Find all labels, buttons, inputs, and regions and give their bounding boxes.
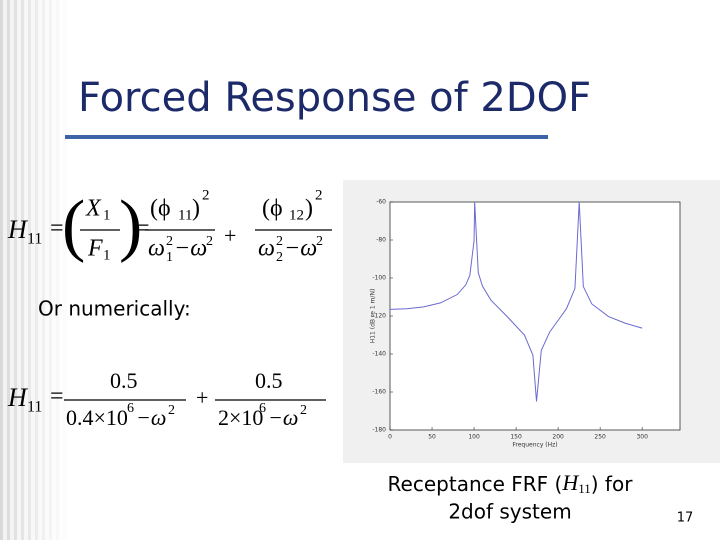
equation-term: 11 [27,231,42,248]
equation-term: H [7,383,28,412]
equation-term: −ω [284,236,317,262]
equation-term: 6 [259,401,266,416]
equation-term: ) [119,187,142,264]
equation-term: 6 [127,401,134,416]
equation-term: 1 [166,250,173,265]
equation-term: 1 [103,207,111,223]
equation-term: ) [192,196,200,222]
equation-term: = [50,216,64,242]
equation-term: = [50,384,64,410]
equation-term: 2 [316,234,323,249]
equation-term: −ω [136,405,166,430]
slide-title: Forced Response of 2DOF [78,75,591,121]
equation-term: 2 [202,187,210,203]
y-tick-label: -80 [376,237,386,244]
y-tick-label: -180 [372,427,386,434]
equation-term: 0.5 [110,368,138,393]
equation-term: 0.4×10 [66,405,128,430]
x-tick-label: 250 [594,434,606,441]
equation-term: 0.5 [255,368,283,393]
background-stripes [0,0,70,540]
equation-term: 2 [168,403,175,418]
equation-term: H [7,215,28,244]
equation-term: 2 [166,234,173,249]
x-tick-label: 200 [552,434,564,441]
caption: Receptance FRF (H11) for [388,470,634,496]
x-tick-label: 150 [510,434,522,441]
equation-term: (ϕ [150,196,171,222]
x-tick-label: 300 [636,434,648,441]
equation-term: (ϕ [262,196,283,222]
equation-term: + [224,223,236,248]
caption-text: ) for [591,472,633,496]
equation-term: 2 [315,187,323,203]
equation-term: + [196,385,208,410]
caption: 2dof system [448,500,571,524]
equation-term: −ω [174,236,207,262]
page-number: 17 [677,511,694,526]
caption-text: Receptance FRF ( [388,472,563,496]
equation-term: 12 [289,207,304,223]
subtitle-text: Or numerically: [38,297,191,321]
x-tick-label: 100 [468,434,480,441]
y-axis-label: H11 (dB re 1 m/N) [370,289,377,344]
equation-term: 2 [300,403,307,418]
y-tick-label: -120 [372,313,386,320]
equation-term: 11 [178,207,192,223]
caption-subscript: 11 [578,481,591,496]
equation-term: ω [148,236,165,262]
equation-term: ( [62,187,85,264]
equation-term: 2 [276,234,283,249]
y-tick-label: -60 [376,199,386,206]
equation-term: X [85,196,102,222]
equation-term: −ω [268,405,298,430]
equation-term: 2 [276,250,283,265]
x-tick-label: 0 [388,434,392,441]
equation-term: 1 [103,247,111,263]
frf-line [389,201,643,402]
x-tick-label: 50 [428,434,436,441]
equation-term: 2 [206,234,213,249]
equation-term: F [87,236,103,262]
y-tick-label: -140 [372,351,386,358]
x-axis-label: Frequency (Hz) [512,442,557,449]
equation-term: = [136,216,150,242]
y-tick-label: -160 [372,389,386,396]
equation-term: 11 [27,399,42,416]
caption-symbol: H [561,470,579,495]
caption-text: Receptance FRF (H11) for [388,470,634,496]
equation-term: ) [305,196,313,222]
equation-term: 2×10 [218,405,263,430]
plot-area [389,201,681,431]
equation-term: ω [258,236,275,262]
y-tick-label: -100 [372,275,386,282]
